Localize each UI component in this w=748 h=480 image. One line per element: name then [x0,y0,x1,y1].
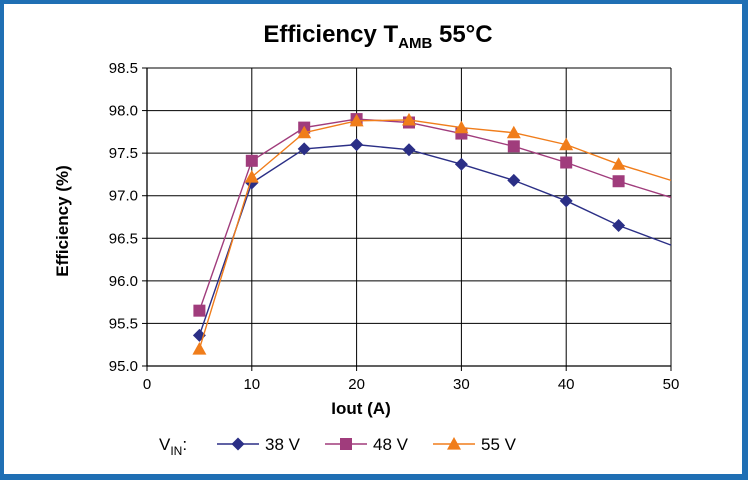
data-point-48v [612,175,625,188]
data-point-55v [192,341,207,355]
y-tick-label: 97.0 [109,188,138,205]
legend-label-38v: 38 V [265,435,301,454]
y-tick-label: 95.5 [109,315,138,332]
data-point-55v [244,169,259,183]
data-point-38v [297,142,311,156]
data-point-48v [245,154,258,167]
data-point-55v [611,157,626,170]
data-point-38v [612,219,626,233]
legend: VIN: 38 V 48 V 55 V [159,435,517,458]
tick-labels: 95.0 95.5 96.0 96.5 97.0 97.5 98.0 98.5 0 10 20 30 4… [109,60,680,393]
y-axis-label: Efficiency (%) [53,165,72,276]
y-tick-label: 98.5 [109,60,138,77]
grid [146,67,672,367]
data-point-38v [559,194,573,208]
data-point-55v [454,120,469,134]
legend-label-48v: 48 V [373,435,409,454]
data-point-48v [560,156,573,169]
data-point-55v [349,113,364,127]
x-tick-label: 0 [143,376,151,393]
x-tick-label: 50 [663,376,680,393]
y-tick-label: 95.0 [109,358,138,375]
data-point-38v [350,138,364,152]
data-point-38v [402,143,416,157]
legend-marker-38v [231,437,245,451]
series-line-38v [198,143,672,336]
y-tick-label: 96.5 [109,230,138,247]
chart-title: Efficiency TAMB 55°C [263,21,492,52]
x-tick-label: 10 [243,376,260,393]
x-axis-label: Iout (A) [331,399,390,418]
y-tick-label: 96.0 [109,273,138,290]
x-tick-label: 40 [558,376,575,393]
chart-frame: Efficiency TAMB 55°C 95.0 95.5 96.0 96.5 97.… [4,4,742,474]
data-point-55v [402,112,416,126]
data-point-38v [454,157,468,171]
legend-marker-48v [340,438,352,450]
legend-label-55v: 55 V [481,435,517,454]
x-tick-label: 30 [453,376,470,393]
series-line-48v [198,118,672,311]
y-tick-label: 98.0 [109,103,138,120]
efficiency-chart: Efficiency TAMB 55°C 95.0 95.5 96.0 96.5 97.… [53,21,680,458]
data-point-55v [559,137,574,151]
legend-prefix: VIN: [159,435,187,458]
data-point-55v [506,125,521,139]
data-point-55v [297,125,312,139]
x-tick-label: 20 [348,376,365,393]
axes [142,67,672,371]
data-point-48v [193,304,206,317]
y-tick-label: 97.5 [109,145,138,162]
data-point-38v [507,173,521,187]
series-line-55v [198,119,672,350]
data-point-48v [507,140,520,153]
legend-marker-55v [447,437,461,450]
series [192,112,672,355]
